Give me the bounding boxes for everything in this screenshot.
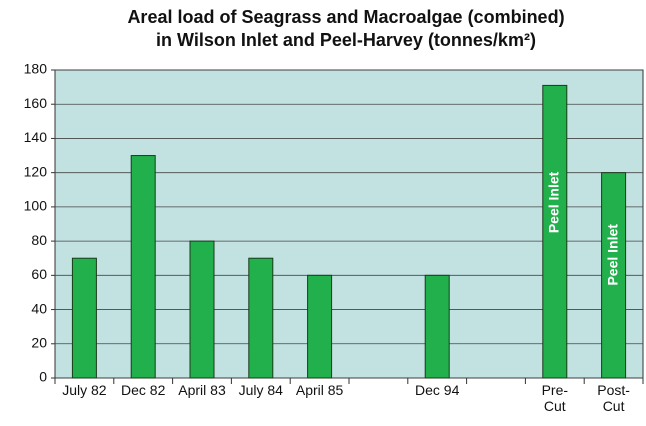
- x-tick-label-box: July 82: [62, 382, 107, 398]
- bar: [601, 172, 627, 379]
- x-tick-label-box: July 84: [238, 382, 283, 398]
- x-tick-label-box: Post-Cut: [597, 382, 630, 414]
- bar: [307, 274, 333, 379]
- y-tick-label: 40: [31, 300, 47, 316]
- y-tick-label: 180: [24, 61, 48, 77]
- x-tick-label: April 85: [295, 382, 344, 398]
- y-tick-label: 60: [31, 266, 47, 282]
- x-tick-label: Post-Cut: [597, 382, 630, 414]
- x-tick-label-box: Dec 82: [121, 382, 166, 398]
- y-tick-label: 140: [24, 129, 48, 145]
- bar: [71, 257, 97, 379]
- chart-title: Areal load of Seagrass and Macroalgae (c…: [127, 7, 564, 27]
- x-tick-label: July 84: [238, 382, 283, 398]
- y-tick-label: 120: [24, 163, 48, 179]
- bar: [189, 240, 215, 379]
- x-tick-label-box: Pre-Cut: [541, 382, 569, 414]
- x-tick-label: April 83: [178, 382, 226, 398]
- x-tick-label: Dec 94: [415, 382, 460, 398]
- x-tick-label-box: April 85: [295, 382, 344, 398]
- y-tick-label: 0: [39, 369, 47, 385]
- x-tick-label: July 82: [62, 382, 107, 398]
- bar: [130, 155, 156, 379]
- y-tick-label: 20: [31, 334, 47, 350]
- x-tick-label: Dec 82: [121, 382, 166, 398]
- chart-title: in Wilson Inlet and Peel-Harvey (tonnes/…: [156, 30, 536, 50]
- x-tick-label: Pre-Cut: [541, 382, 569, 414]
- bar: [248, 257, 274, 379]
- y-tick-label: 160: [24, 95, 48, 111]
- x-tick-label-box: April 83: [178, 382, 226, 398]
- bar: [542, 84, 568, 379]
- x-tick-label-box: Dec 94: [415, 382, 460, 398]
- annotation: Peel Inlet: [604, 224, 620, 286]
- y-tick-label: 80: [31, 232, 47, 248]
- y-tick-label: 100: [24, 198, 48, 214]
- bar: [424, 274, 450, 379]
- annotation: Peel Inlet: [546, 171, 562, 233]
